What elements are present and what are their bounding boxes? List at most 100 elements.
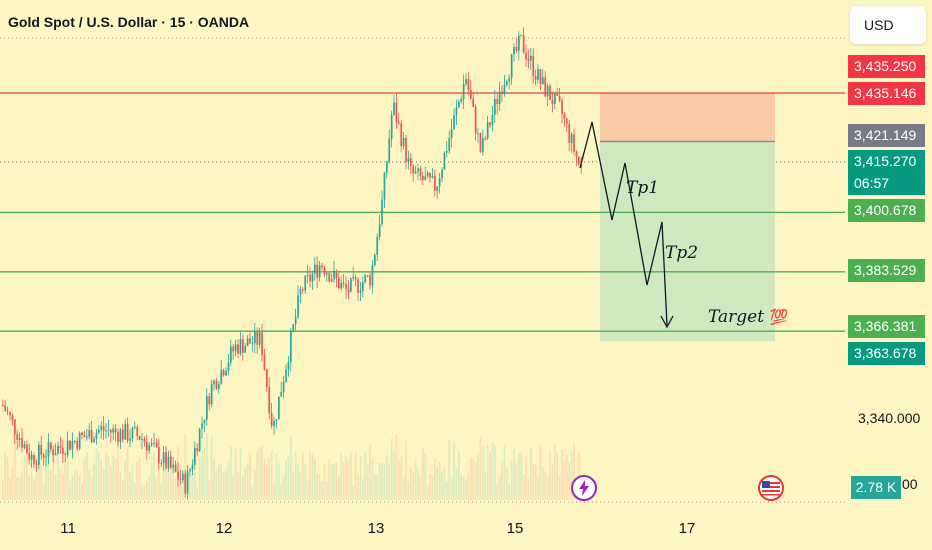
candle-body (558, 95, 561, 101)
candle-body (158, 446, 160, 464)
volume-bar (189, 475, 191, 500)
candle-body (371, 265, 374, 286)
volume-bar (249, 454, 251, 500)
candle-body (402, 137, 405, 147)
volume-bar (86, 452, 88, 500)
candle-body (69, 440, 71, 450)
volume-bar (165, 447, 167, 500)
candle-body (76, 440, 79, 449)
candle-body (568, 123, 571, 144)
volume-bar (35, 463, 38, 500)
volume-bar (81, 483, 83, 500)
tp2-label: Tp2 (665, 243, 699, 263)
candle-body (57, 446, 59, 454)
candle-body (246, 338, 249, 346)
volume-bar (566, 454, 568, 500)
volume-bar (146, 481, 148, 500)
candle-body (11, 415, 14, 420)
volume-bar (330, 463, 333, 500)
volume-bar (100, 459, 103, 500)
candle-body (570, 134, 573, 144)
volume-bar (321, 481, 323, 500)
volume-bar (342, 462, 345, 500)
candle-body (414, 171, 417, 174)
volume-bar (474, 462, 477, 500)
volume-bar (458, 450, 460, 500)
price-label: 3,415.270 (848, 150, 925, 173)
volume-bar (366, 465, 369, 500)
candle-body (172, 464, 175, 468)
volume-bar (506, 467, 508, 500)
volume-bar (59, 469, 62, 500)
volume-bar (117, 441, 119, 500)
us-flag-icon[interactable] (757, 474, 785, 502)
volume-bar (52, 455, 55, 500)
volume-bar (465, 479, 467, 500)
volume-bar (275, 453, 278, 500)
volume-bar (201, 450, 203, 500)
volume-bar (558, 476, 561, 500)
candle-body (81, 432, 83, 436)
volume-bar (9, 477, 11, 500)
candle-body (16, 434, 19, 440)
volume-bar (455, 468, 458, 500)
candle-body (203, 419, 206, 424)
volume-bar (26, 445, 28, 500)
candle-body (54, 453, 57, 456)
target-zone (600, 141, 775, 342)
volume-bar (328, 459, 331, 500)
candle-body (484, 138, 487, 140)
candle-body (107, 429, 110, 431)
stop-zone (600, 93, 775, 142)
volume-bar (570, 451, 573, 500)
candle-body (554, 92, 556, 104)
volume-bar (515, 463, 518, 500)
volume-bar (196, 487, 199, 500)
candle-body (410, 158, 412, 166)
candle-body (189, 469, 191, 472)
candle-body (124, 424, 127, 440)
y-tick-label: 3,340.000 (858, 410, 921, 426)
candle-body (174, 464, 177, 472)
volume-bar (182, 474, 184, 500)
candle-body (458, 101, 460, 108)
candle-body (33, 454, 35, 464)
volume-bar (422, 448, 424, 500)
volume-bar (62, 474, 64, 500)
candle-body (30, 454, 33, 460)
volume-bar (69, 481, 71, 500)
volume-bar (340, 453, 343, 500)
volume-bar (441, 472, 443, 500)
candle-body (470, 89, 472, 99)
volume-bar (429, 473, 431, 500)
candle-body (498, 91, 501, 105)
volume-bar (304, 464, 307, 500)
volume-bar (239, 448, 242, 500)
volume-bar (314, 458, 316, 500)
candle-body (198, 428, 201, 452)
candle-body (215, 380, 218, 389)
volume-bar (42, 482, 45, 500)
candle-body (374, 254, 376, 266)
candle-body (326, 273, 328, 275)
x-tick-label: 12 (215, 520, 233, 537)
volume-bar (494, 445, 496, 500)
candle-body (542, 77, 544, 84)
volume-bar (18, 477, 21, 500)
candle-body (93, 438, 95, 443)
candle-body (309, 274, 311, 282)
volume-bar (78, 475, 81, 500)
volume-bar (179, 485, 182, 500)
lightning-icon[interactable] (570, 474, 598, 502)
volume-bar (294, 452, 297, 500)
candle-body (194, 448, 196, 465)
candle-body (506, 81, 508, 85)
candle-body (182, 473, 184, 481)
candlesticks (2, 27, 583, 500)
volume-bar (102, 469, 105, 500)
currency-button[interactable]: USD (850, 6, 926, 44)
candle-body (376, 236, 379, 255)
volume-bar (554, 444, 556, 500)
volume-bar (434, 457, 436, 500)
